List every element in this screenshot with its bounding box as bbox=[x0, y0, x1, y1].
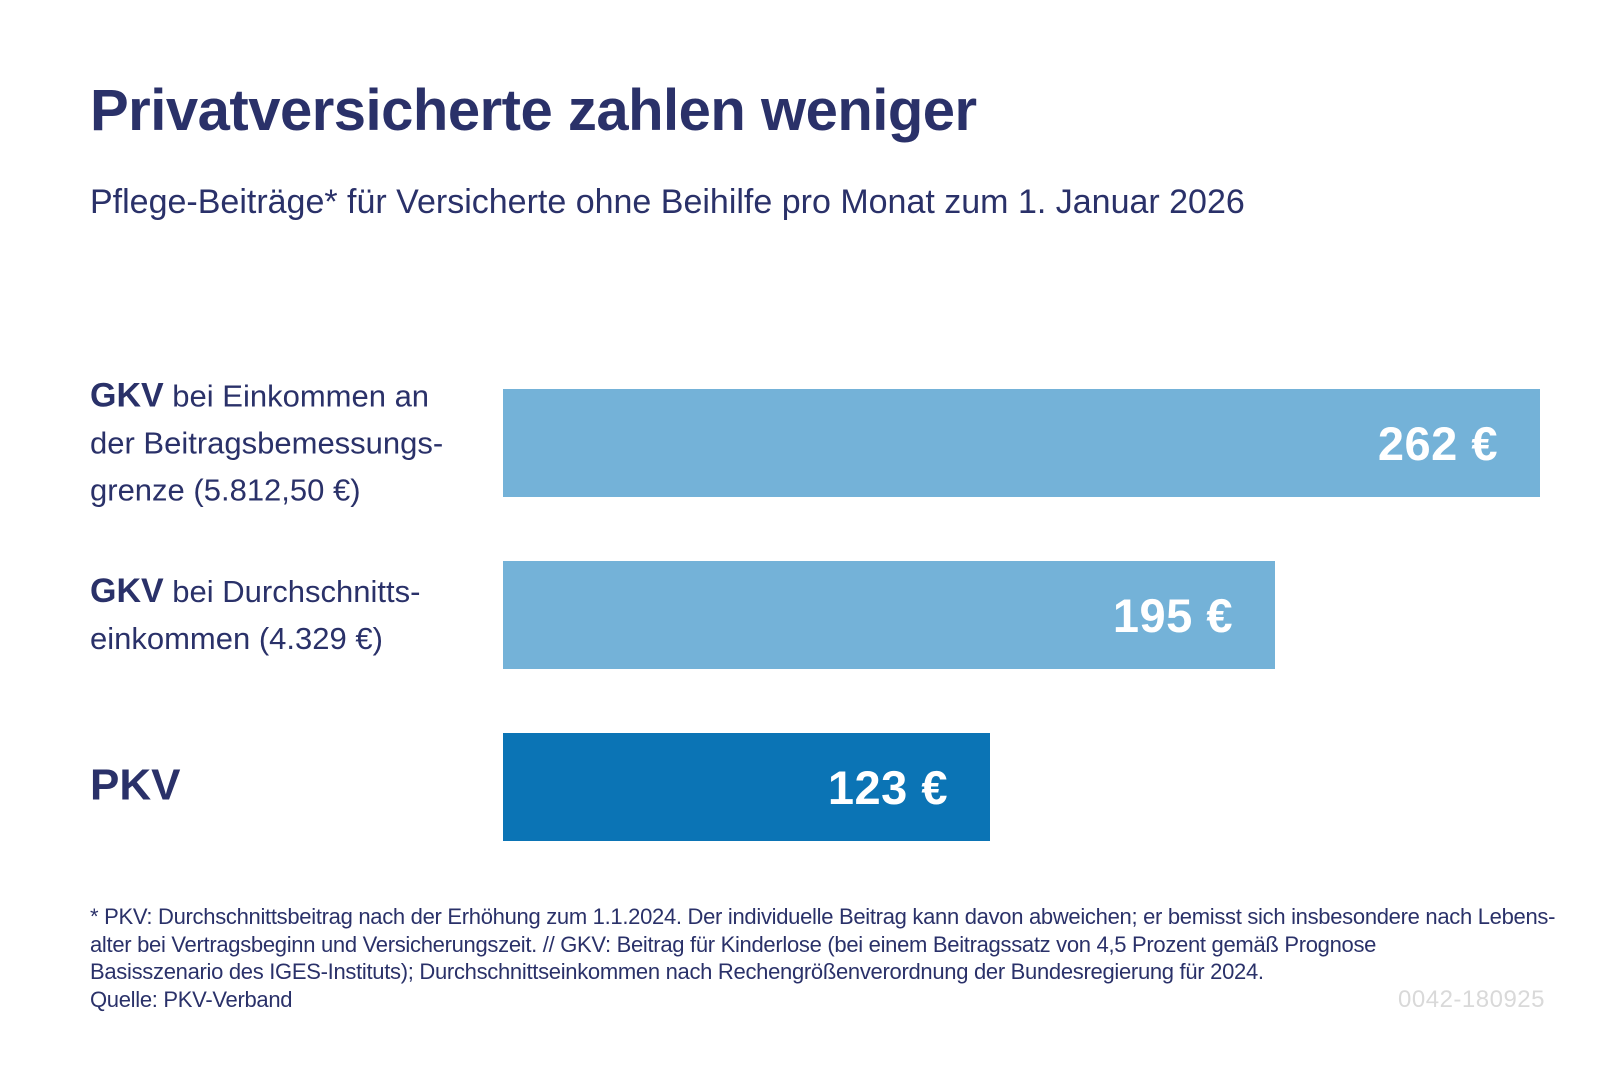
chart-row: GKV bei Durchschnitts-einkommen (4.329 €… bbox=[90, 561, 1550, 669]
bar-category-label: PKV bbox=[90, 762, 180, 813]
bar-value-label: 195 € bbox=[1112, 588, 1233, 642]
bar-value-label: 123 € bbox=[827, 760, 948, 814]
chart-row: GKV bei Einkommen an der Beitragsbemessun… bbox=[90, 377, 1550, 508]
footnote-line: Basisszenario des IGES-Instituts); Durch… bbox=[90, 959, 1264, 984]
bar-category-label-bold: PKV bbox=[90, 760, 181, 810]
bar-category-label: GKV bei Einkommen an der Beitragsbemessun… bbox=[90, 376, 444, 508]
bar-rect: 262 € bbox=[503, 389, 1540, 497]
bar-rect: 195 € bbox=[503, 561, 1275, 669]
bar-category-label-bold: GKV bbox=[90, 572, 164, 610]
footnote-line: alter bei Vertragsbeginn und Versicherun… bbox=[90, 931, 1377, 957]
bar-value-label: 262 € bbox=[1377, 416, 1498, 470]
footnote: * PKV: Durchschnittsbeitrag nach der Erh… bbox=[90, 903, 1555, 1013]
bar-category-label-bold: GKV bbox=[90, 376, 164, 415]
chart-row: PKV 123 € bbox=[90, 733, 1550, 841]
source-text: Quelle: PKV-Verband bbox=[90, 986, 293, 1012]
footnote-line: * PKV: Durchschnittsbeitrag nach der Erh… bbox=[90, 904, 1556, 929]
page-subtitle: Pflege-Beiträge* für Versicherte ohne Be… bbox=[90, 183, 1245, 221]
page-title: Privatversicherte zahlen weniger bbox=[90, 78, 977, 143]
figure-code: 0042-180925 bbox=[1398, 986, 1545, 1013]
bar-rect: 123 € bbox=[503, 733, 990, 841]
bar-category-label: GKV bei Durchschnitts-einkommen (4.329 €… bbox=[90, 572, 421, 656]
